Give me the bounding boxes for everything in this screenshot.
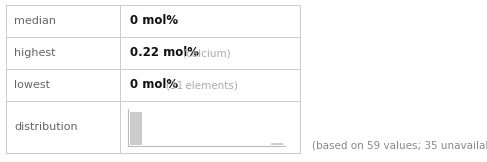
Text: distribution: distribution: [14, 122, 77, 132]
Text: 0 mol%: 0 mol%: [130, 15, 178, 28]
Text: (calcium): (calcium): [182, 48, 231, 58]
Text: lowest: lowest: [14, 80, 50, 90]
Text: (31 elements): (31 elements): [166, 80, 238, 90]
Text: highest: highest: [14, 48, 56, 58]
Bar: [271, 143, 283, 145]
Text: median: median: [14, 16, 56, 26]
Text: 0 mol%: 0 mol%: [130, 79, 178, 92]
Text: 0.22 mol%: 0.22 mol%: [130, 46, 199, 59]
Text: (based on 59 values; 35 unavailable): (based on 59 values; 35 unavailable): [312, 140, 487, 150]
Bar: [130, 112, 142, 145]
